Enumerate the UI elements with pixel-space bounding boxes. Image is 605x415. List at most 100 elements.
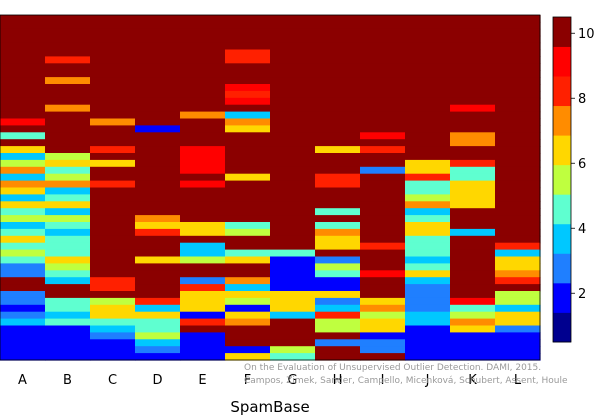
heatmap-cell	[135, 159, 181, 168]
heatmap-cell	[225, 111, 271, 120]
heatmap-cell	[0, 28, 46, 37]
heatmap-cell	[405, 159, 451, 168]
heatmap-cell	[315, 173, 361, 182]
heatmap-cell	[405, 353, 451, 361]
colorbar-segment	[553, 76, 571, 107]
heatmap-cell	[135, 77, 181, 85]
heatmap-cell	[315, 325, 361, 333]
heatmap-cell	[180, 153, 226, 161]
heatmap-cell	[450, 291, 496, 299]
heatmap-cell	[315, 332, 361, 340]
x-tick-label: C	[108, 373, 117, 388]
heatmap-cell	[405, 318, 451, 327]
x-tick-label: G	[287, 373, 297, 388]
heatmap-cell	[405, 63, 451, 71]
heatmap-cell	[135, 304, 181, 313]
heatmap-cell	[495, 125, 541, 133]
heatmap-cell	[0, 311, 46, 320]
heatmap-cell	[405, 277, 451, 285]
heatmap-cell	[90, 90, 136, 99]
heatmap-cell	[225, 353, 271, 361]
heatmap-cell	[225, 153, 271, 161]
heatmap-cell	[405, 297, 451, 306]
heatmap-cell	[450, 132, 496, 140]
heatmap-cell	[450, 104, 496, 113]
heatmap-cell	[225, 15, 271, 23]
heatmap-cell	[135, 187, 181, 195]
heatmap-cell	[180, 90, 226, 99]
heatmap-cell	[315, 90, 361, 99]
heatmap-cell	[270, 125, 316, 133]
heatmap-cell	[405, 332, 451, 340]
heatmap-cell	[90, 118, 136, 126]
x-axis: A B C D E F G H I J K L	[18, 373, 522, 388]
heatmap-cell	[495, 118, 541, 126]
heatmap-cell	[270, 146, 316, 154]
heatmap-cell	[135, 201, 181, 209]
heatmap-cell	[270, 63, 316, 71]
heatmap-cell	[0, 15, 46, 23]
heatmap-cell	[270, 208, 316, 216]
heatmap-cell	[450, 311, 496, 320]
heatmap-cell	[45, 201, 91, 209]
heatmap-cell	[450, 125, 496, 133]
heatmap-cell	[0, 332, 46, 340]
heatmap-cell	[450, 228, 496, 237]
heatmap-cell	[270, 270, 316, 278]
heatmap-cell	[315, 353, 361, 361]
heatmap-cell	[180, 235, 226, 244]
heatmap-cell	[90, 332, 136, 340]
heatmap-cell	[45, 304, 91, 313]
heatmap-cell	[495, 256, 541, 264]
heatmap-cell	[270, 118, 316, 126]
heatmap-cell	[180, 263, 226, 271]
heatmap-cell	[315, 242, 361, 251]
heatmap-cell	[495, 49, 541, 57]
heatmap-cell	[450, 242, 496, 251]
heatmap-cell	[45, 277, 91, 285]
heatmap-cell	[180, 173, 226, 182]
heatmap-cell	[225, 42, 271, 51]
heatmap-cell	[450, 21, 496, 30]
heatmap-cell	[315, 159, 361, 168]
heatmap-cell	[225, 166, 271, 175]
heatmap-cell	[495, 35, 541, 44]
heatmap-cell	[405, 346, 451, 354]
heatmap-cell	[0, 42, 46, 51]
heatmap-cell	[0, 346, 46, 354]
heatmap-cell	[135, 194, 181, 202]
heatmap-cell	[45, 339, 91, 347]
heatmap-cell	[45, 139, 91, 147]
heatmap-cell	[405, 77, 451, 85]
heatmap-cell	[45, 194, 91, 202]
heatmap-cell	[45, 270, 91, 278]
heatmap-cell	[0, 21, 46, 30]
heatmap-cell	[450, 118, 496, 126]
heatmap-cell	[225, 242, 271, 251]
heatmap-cell	[270, 228, 316, 237]
colorbar-tick-label: 4	[578, 222, 586, 237]
heatmap-cell	[405, 339, 451, 347]
heatmap-cell	[225, 159, 271, 168]
heatmap-cell	[45, 90, 91, 99]
heatmap-cell	[45, 263, 91, 271]
heatmap-cell	[495, 15, 541, 23]
heatmap-cell	[135, 118, 181, 126]
heatmap-cell	[90, 346, 136, 354]
heatmap-cell	[405, 104, 451, 113]
heatmap-cell	[270, 21, 316, 30]
heatmap-cell	[90, 270, 136, 278]
heatmap-cell	[135, 270, 181, 278]
heatmap-cell	[495, 104, 541, 113]
heatmap-cell	[135, 277, 181, 285]
heatmap-cell	[0, 132, 46, 140]
heatmap-cell	[90, 297, 136, 306]
heatmap-cell	[315, 84, 361, 92]
heatmap-cell	[450, 270, 496, 278]
heatmap-cell	[495, 311, 541, 320]
heatmap-cell	[90, 353, 136, 361]
heatmap-cell	[180, 104, 226, 113]
heatmap-cell	[405, 215, 451, 223]
heatmap-cell	[405, 325, 451, 333]
